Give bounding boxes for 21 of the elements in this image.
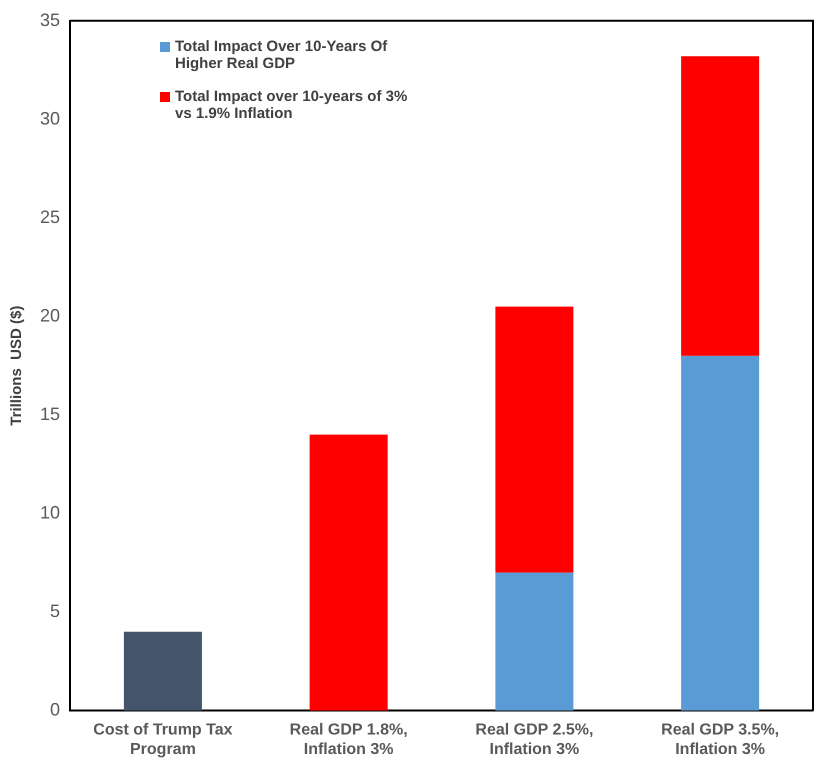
x-tick-label: Real GDP 2.5%, Inflation 3%	[475, 722, 594, 758]
legend-label: Total Impact over 10-years of 3% vs 1.9% Inflation	[175, 88, 408, 122]
y-tick-label: 15	[40, 404, 60, 424]
y-tick-label: 25	[40, 206, 60, 227]
y-tick-label: 0	[50, 700, 60, 720]
bar	[495, 306, 574, 573]
legend-label: Total Impact Over 10-Years Of Higher Real GDP	[175, 38, 388, 72]
y-axis-title: Trillions USD ($)	[8, 306, 26, 426]
y-tick-label: 30	[40, 108, 60, 128]
bar	[681, 56, 760, 356]
y-tick-label: 35	[40, 10, 60, 30]
bar	[124, 632, 202, 711]
y-tick-label: 20	[40, 305, 60, 326]
x-tick-label: Real GDP 1.8%, Inflation 3%	[290, 722, 408, 758]
x-tick-label: Cost of Trump Tax Program	[93, 722, 233, 758]
bar	[495, 572, 574, 711]
y-tick-label: 5	[50, 601, 60, 622]
bar	[310, 434, 388, 711]
y-tick-label: 10	[40, 502, 60, 522]
bar	[681, 356, 760, 711]
x-tick-label: Real GDP 3.5%, Inflation 3%	[661, 722, 780, 758]
